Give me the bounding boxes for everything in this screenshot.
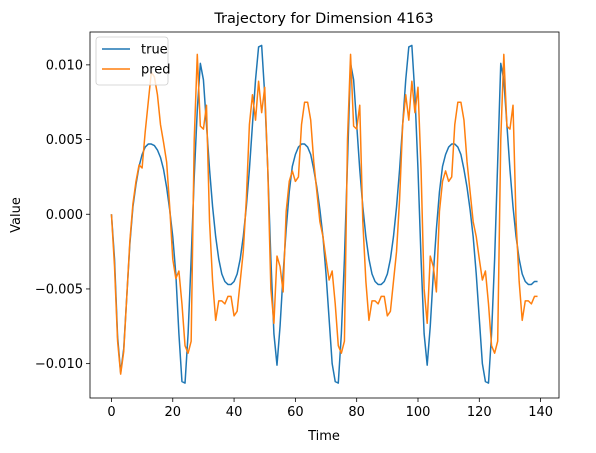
plot-frame — [89, 31, 560, 399]
x-tick-label: 60 — [287, 405, 304, 420]
series-line-pred — [110, 53, 538, 375]
legend: true pred — [95, 36, 171, 86]
legend-label-pred: pred — [141, 63, 171, 78]
y-axis: −0.010 −0.005 0.000 0.005 0.010 — [35, 58, 90, 372]
plot-background — [90, 32, 559, 398]
series-line-true — [110, 44, 538, 384]
x-axis: 0 20 40 60 80 100 120 140 — [107, 398, 553, 420]
y-tick-label: 0.010 — [46, 58, 83, 73]
legend-items: true pred — [102, 43, 171, 78]
x-tick-label: 120 — [467, 405, 492, 420]
x-tick-label: 100 — [406, 405, 431, 420]
legend-label-true: true — [141, 43, 168, 58]
x-tick-label: 80 — [348, 405, 365, 420]
y-axis-label: Value — [9, 197, 24, 233]
x-axis-label: Time — [307, 429, 340, 444]
y-tick-label: −0.010 — [35, 357, 83, 372]
y-tick-label: 0.000 — [46, 208, 83, 223]
chart-title: Trajectory for Dimension 4163 — [213, 11, 433, 27]
plot-area: 0 20 40 60 80 100 120 140 −0.010 −0.005 0.000 0.00… — [35, 31, 560, 420]
x-tick-label: 140 — [528, 405, 553, 420]
y-tick-label: 0.005 — [46, 133, 83, 148]
x-tick-label: 20 — [164, 405, 181, 420]
series-layer — [110, 44, 538, 384]
y-tick-label: −0.005 — [35, 282, 83, 297]
x-tick-label: 40 — [226, 405, 243, 420]
x-tick-label: 0 — [107, 405, 115, 420]
